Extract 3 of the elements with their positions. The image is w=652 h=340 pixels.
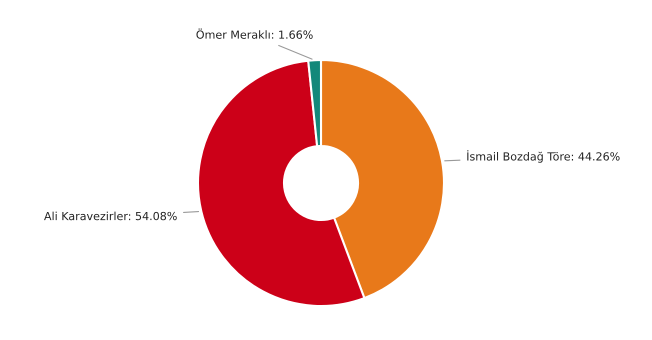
slice-label: İsmail Bozdağ Töre: 44.26% — [467, 150, 620, 163]
slice-label: Ali Karavezirler: 54.08% — [44, 212, 177, 220]
slice-label: Ömer Meraklı: 1.66% — [196, 28, 313, 39]
